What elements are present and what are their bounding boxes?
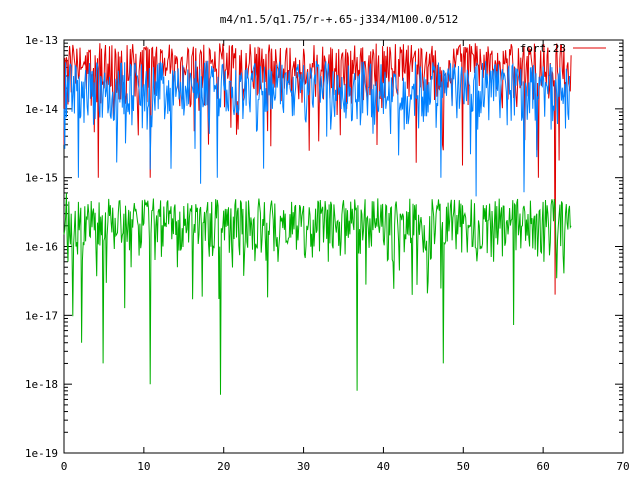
series-line-2: [63, 60, 570, 197]
x-tick-label-7: 70: [616, 460, 629, 473]
y-tick-label-4: 1e-15: [25, 172, 58, 185]
y-tick-label-3: 1e-16: [25, 241, 58, 254]
x-tick-label-4: 40: [377, 460, 390, 473]
legend-label-series-1: fort.23: [520, 42, 566, 55]
x-tick-label-1: 10: [137, 460, 150, 473]
legend: fort.23: [520, 42, 606, 55]
y-tick-label-2: 1e-17: [25, 309, 58, 322]
y-tick-label-1: 1e-18: [25, 378, 58, 391]
x-tick-label-3: 30: [297, 460, 310, 473]
y-tick-label-0: 1e-19: [25, 447, 58, 460]
x-tick-label-5: 50: [457, 460, 470, 473]
x-tick-label-6: 60: [537, 460, 550, 473]
chart-title: m4/n1.5/q1.75/r-+.65-j334/M100.0/512: [220, 13, 458, 26]
x-tick-label-2: 20: [217, 460, 230, 473]
y-tick-label-6: 1e-13: [25, 34, 58, 47]
series-layer: [63, 43, 572, 395]
y-tick-label-5: 1e-14: [25, 103, 58, 116]
series-line-1: [63, 43, 572, 295]
x-tick-label-0: 0: [61, 460, 68, 473]
series-line-3: [63, 192, 572, 395]
